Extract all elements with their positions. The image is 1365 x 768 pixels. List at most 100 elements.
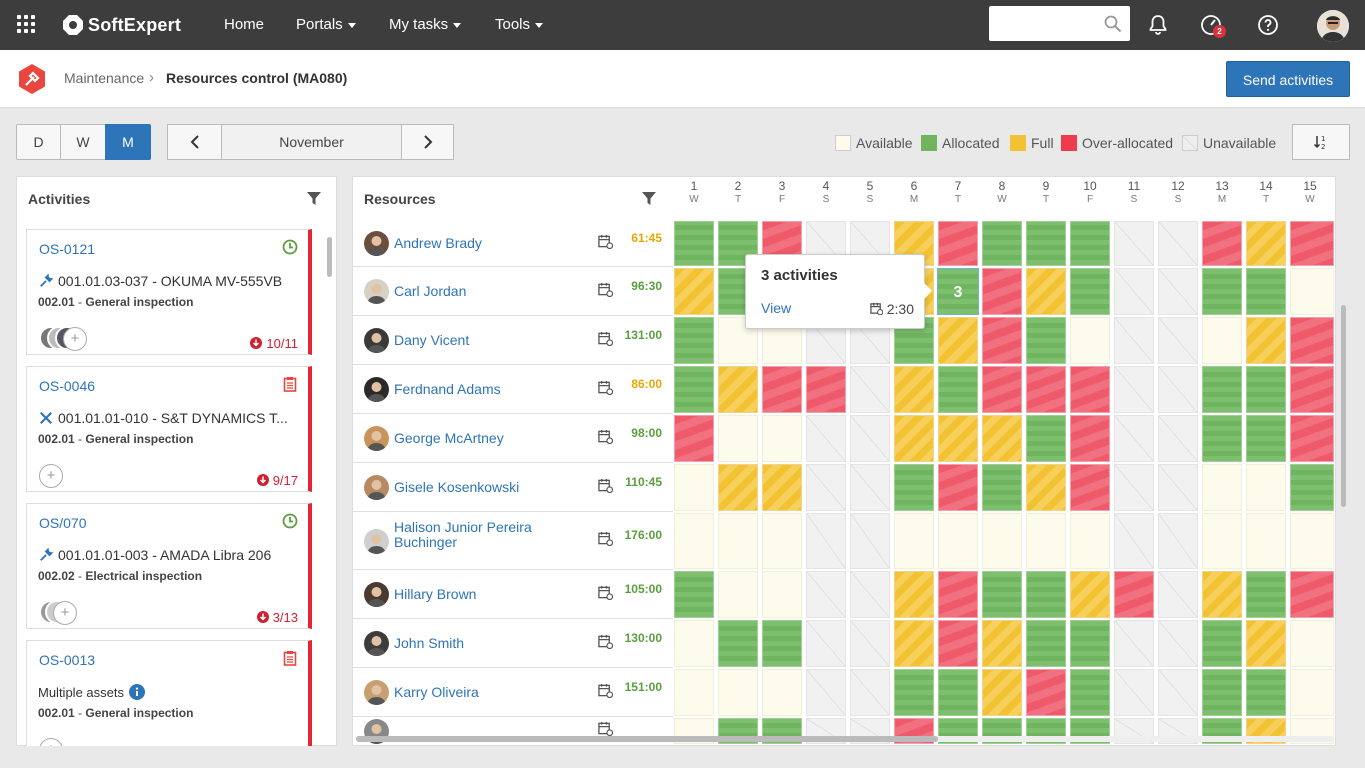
softexpert-logo[interactable]: SoftExpert	[63, 13, 181, 37]
allocation-cell-available[interactable]	[1202, 317, 1242, 364]
calendar-clock-icon[interactable]	[598, 531, 613, 546]
filter-icon[interactable]	[642, 192, 656, 206]
allocation-cell-unavailable[interactable]	[1114, 221, 1154, 266]
vertical-scrollbar-thumb[interactable]	[1341, 305, 1346, 507]
allocation-cell-unavailable[interactable]	[1158, 221, 1198, 266]
allocation-cell-unavailable[interactable]	[1158, 415, 1198, 462]
allocation-cell-allocated[interactable]	[1026, 571, 1066, 618]
allocation-cell-unavailable[interactable]	[850, 415, 890, 462]
allocation-cell-full[interactable]	[1246, 317, 1286, 364]
allocation-cell-unavailable[interactable]	[1114, 669, 1154, 716]
resource-row[interactable]: John Smith 130:00	[353, 619, 673, 668]
allocation-cell-unavailable[interactable]	[1114, 317, 1154, 364]
allocation-cell-full[interactable]	[1026, 464, 1066, 511]
resource-name[interactable]: Ferdnand Adams	[394, 381, 501, 397]
allocation-cell-available[interactable]	[1026, 513, 1066, 569]
allocation-cell-unavailable[interactable]	[850, 571, 890, 618]
app-grid-icon[interactable]	[17, 15, 35, 33]
allocation-cell-over-allocated[interactable]	[982, 268, 1022, 315]
calendar-clock-icon[interactable]	[598, 331, 613, 346]
allocation-cell-over-allocated[interactable]	[938, 620, 978, 667]
allocation-cell-allocated[interactable]	[1070, 268, 1110, 315]
allocation-cell-over-allocated[interactable]	[982, 366, 1022, 413]
allocation-cell-over-allocated[interactable]	[1290, 571, 1334, 618]
activity-card[interactable]: OS-0046 001.01.01-010 - S&T DYNAMICS T..…	[26, 366, 312, 492]
allocation-cell-over-allocated[interactable]	[1026, 669, 1066, 716]
allocation-cell-available[interactable]	[1246, 513, 1286, 569]
allocation-cell-full[interactable]	[982, 620, 1022, 667]
allocation-cell-unavailable[interactable]	[1114, 366, 1154, 413]
filter-icon[interactable]	[307, 192, 321, 206]
allocation-cell-over-allocated[interactable]	[1290, 221, 1334, 266]
resource-name[interactable]: John Smith	[394, 635, 465, 651]
activity-id[interactable]: OS-0121	[39, 241, 96, 257]
info-icon[interactable]	[128, 684, 145, 700]
resource-name[interactable]: Halison Junior Pereira Buchinger	[394, 519, 532, 550]
add-resource-button[interactable]: +	[39, 464, 63, 488]
allocation-cell-available[interactable]	[1070, 317, 1110, 364]
view-month-button[interactable]: M	[105, 124, 151, 160]
allocation-cell-unavailable[interactable]	[850, 620, 890, 667]
calendar-clock-icon[interactable]	[598, 683, 613, 698]
resource-row[interactable]: Dany Vicent 131:00	[353, 316, 673, 365]
allocation-cell-allocated[interactable]	[1246, 268, 1286, 315]
resource-row[interactable]: Karry Oliveira 151:00	[353, 668, 673, 717]
allocation-cell-unavailable[interactable]	[850, 464, 890, 511]
activity-id[interactable]: OS-0046	[39, 378, 96, 394]
allocation-cell-available[interactable]	[674, 669, 714, 716]
allocation-cell-full[interactable]	[982, 415, 1022, 462]
allocation-cell-allocated[interactable]	[674, 317, 714, 364]
allocation-cell-available[interactable]	[894, 513, 934, 569]
allocation-cell-unavailable[interactable]	[1114, 464, 1154, 511]
nav-tools[interactable]: Tools	[495, 16, 544, 33]
allocation-cell-allocated[interactable]	[1202, 366, 1242, 413]
resource-name[interactable]: George McArtney	[394, 430, 504, 446]
send-activities-button[interactable]: Send activities	[1226, 61, 1350, 97]
allocation-cell-over-allocated[interactable]	[1070, 366, 1110, 413]
allocation-cell-full[interactable]	[762, 464, 802, 511]
allocation-cell-allocated[interactable]	[1290, 464, 1334, 511]
allocation-cell-unavailable[interactable]	[806, 669, 846, 716]
allocation-cell-full[interactable]	[1026, 268, 1066, 315]
resource-row[interactable]: Halison Junior Pereira Buchinger 176:00	[353, 512, 673, 570]
allocation-cell-allocated[interactable]	[674, 221, 714, 266]
add-resource-button[interactable]: +	[63, 327, 87, 351]
allocation-cell-available[interactable]	[762, 571, 802, 618]
allocation-cell-over-allocated[interactable]	[1070, 415, 1110, 462]
allocation-cell-over-allocated[interactable]	[1290, 317, 1334, 364]
activities-scrollbar[interactable]	[327, 237, 332, 277]
allocation-cell-allocated[interactable]	[1202, 620, 1242, 667]
allocation-cell-unavailable[interactable]	[1158, 571, 1198, 618]
allocation-cell-allocated[interactable]	[674, 571, 714, 618]
allocation-cell-allocated[interactable]	[1070, 221, 1110, 266]
allocation-cell-full[interactable]	[894, 571, 934, 618]
allocation-cell-unavailable[interactable]	[1158, 513, 1198, 569]
activity-id[interactable]: OS/070	[39, 515, 87, 531]
allocation-cell-available[interactable]	[674, 620, 714, 667]
nav-home[interactable]: Home	[224, 16, 265, 33]
calendar-clock-icon[interactable]	[598, 429, 613, 444]
allocation-cell-full[interactable]	[1246, 620, 1286, 667]
allocation-cell-over-allocated[interactable]	[1290, 415, 1334, 462]
allocation-cell-full[interactable]	[894, 415, 934, 462]
allocation-cell-available[interactable]	[718, 571, 758, 618]
resource-row[interactable]: George McArtney 98:00	[353, 414, 673, 463]
allocation-cell-available[interactable]	[674, 464, 714, 511]
resource-row[interactable]: Carl Jordan 96:30	[353, 267, 673, 316]
allocation-cell-over-allocated[interactable]	[938, 571, 978, 618]
allocation-cell-allocated[interactable]	[894, 464, 934, 511]
resource-row[interactable]: Ferdnand Adams 86:00	[353, 365, 673, 414]
activity-card[interactable]: OS/070 001.01.01-003 - AMADA Libra 206 0…	[26, 503, 312, 629]
resource-row[interactable]: Andrew Brady 61:45	[353, 220, 673, 267]
allocation-cell-allocated[interactable]	[1202, 669, 1242, 716]
allocation-cell-allocated[interactable]	[762, 620, 802, 667]
allocation-cell-allocated[interactable]	[1026, 221, 1066, 266]
allocation-cell-over-allocated[interactable]	[1202, 221, 1242, 266]
allocation-cell-available[interactable]	[762, 669, 802, 716]
allocation-cell-full[interactable]	[938, 415, 978, 462]
allocation-cell-unavailable[interactable]	[1158, 620, 1198, 667]
allocation-cell-available[interactable]	[1246, 464, 1286, 511]
allocation-cell-over-allocated[interactable]	[1290, 366, 1334, 413]
allocation-cell-full[interactable]	[718, 366, 758, 413]
